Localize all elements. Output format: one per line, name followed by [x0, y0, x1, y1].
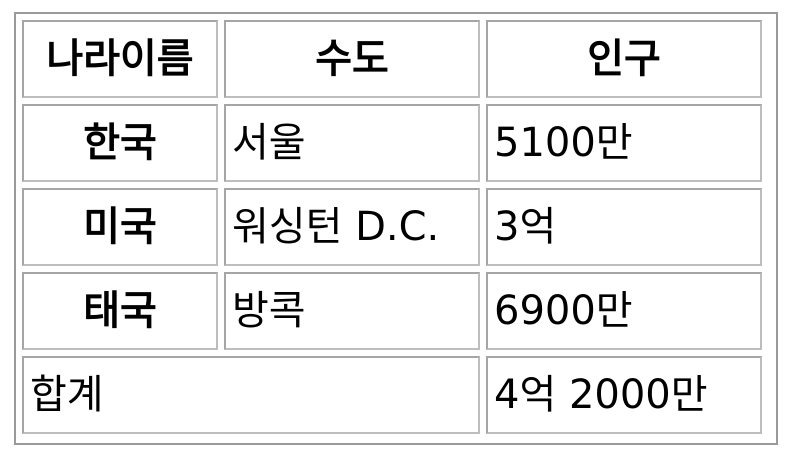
country-cell: 한국 — [22, 104, 218, 182]
total-label-cell: 합계 — [22, 356, 480, 434]
capital-cell: 서울 — [224, 104, 480, 182]
country-cell: 미국 — [22, 188, 218, 266]
population-cell: 5100만 — [486, 104, 762, 182]
header-capital: 수도 — [224, 20, 480, 98]
header-country: 나라이름 — [22, 20, 218, 98]
population-cell: 6900만 — [486, 272, 762, 350]
capital-cell: 방콕 — [224, 272, 480, 350]
capital-cell: 워싱턴 D.C. — [224, 188, 480, 266]
country-cell: 태국 — [22, 272, 218, 350]
country-table: 나라이름 수도 인구 한국 서울 5100만 미국 워싱턴 D.C. 3억 태국… — [16, 14, 768, 440]
table-row: 한국 서울 5100만 — [22, 104, 762, 182]
total-population-cell: 4억 2000만 — [486, 356, 762, 434]
table-total-row: 합계 4억 2000만 — [22, 356, 762, 434]
country-table-container: 나라이름 수도 인구 한국 서울 5100만 미국 워싱턴 D.C. 3억 태국… — [14, 12, 778, 445]
header-population: 인구 — [486, 20, 762, 98]
table-row: 태국 방콕 6900만 — [22, 272, 762, 350]
population-cell: 3억 — [486, 188, 762, 266]
table-header-row: 나라이름 수도 인구 — [22, 20, 762, 98]
table-row: 미국 워싱턴 D.C. 3억 — [22, 188, 762, 266]
